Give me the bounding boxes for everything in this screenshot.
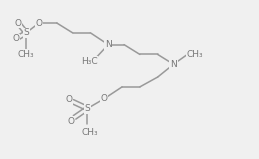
Text: O: O	[65, 95, 72, 104]
Text: O: O	[35, 18, 42, 28]
Text: CH₃: CH₃	[18, 50, 34, 59]
Text: O: O	[67, 117, 74, 126]
Text: CH₃: CH₃	[81, 128, 98, 137]
Text: N: N	[170, 60, 177, 69]
Text: O: O	[15, 18, 22, 28]
Text: S: S	[23, 28, 29, 37]
Text: O: O	[101, 94, 108, 103]
Text: CH₃: CH₃	[187, 50, 204, 59]
Text: O: O	[13, 34, 20, 43]
Text: S: S	[85, 104, 90, 113]
Text: N: N	[105, 40, 112, 49]
Text: H₃C: H₃C	[81, 57, 98, 66]
